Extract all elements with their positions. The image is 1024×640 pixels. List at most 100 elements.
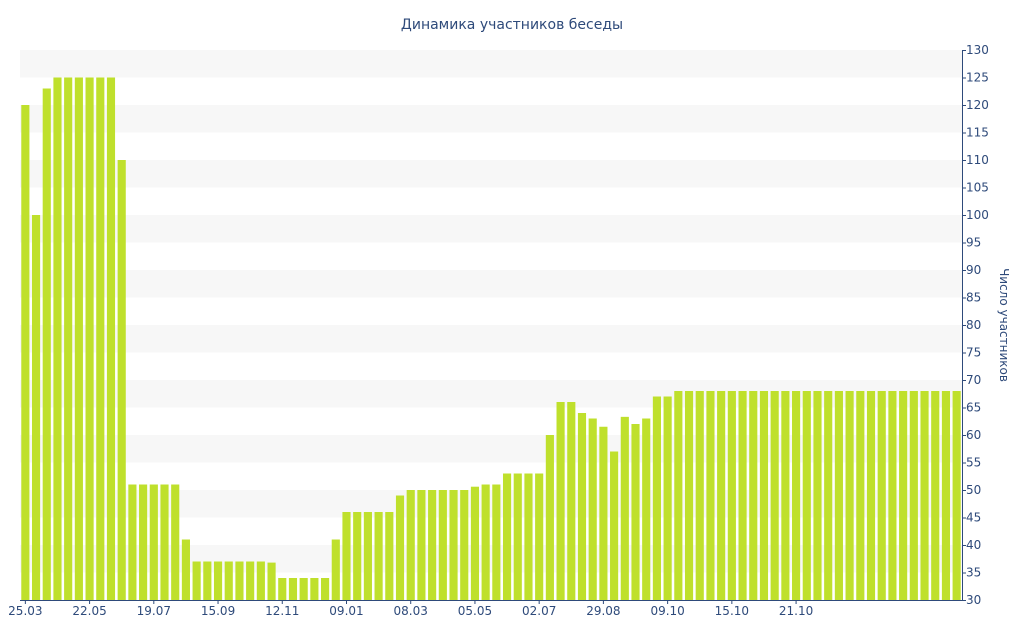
y-tick-label: 75: [966, 346, 981, 360]
bar: [684, 391, 694, 600]
bar: [909, 391, 918, 600]
bar: [256, 561, 265, 600]
bar: [610, 451, 619, 600]
bar: [856, 391, 865, 600]
y-tick-label: 65: [966, 401, 981, 415]
x-tick-label: 05.05: [458, 604, 492, 618]
bar: [428, 490, 437, 600]
y-tick-label: 105: [966, 181, 989, 195]
y-axis-label: Число участников: [997, 268, 1011, 382]
x-tick-label: 29.08: [586, 604, 620, 618]
x-tick-label: 09.01: [329, 604, 363, 618]
y-tick-label: 30: [966, 593, 981, 607]
bar: [342, 512, 351, 600]
y-tick-label: 80: [966, 318, 981, 332]
bar: [21, 105, 30, 600]
bar: [620, 416, 629, 600]
bar: [363, 512, 372, 600]
y-tick-label: 85: [966, 291, 981, 305]
bar: [556, 402, 565, 600]
bar: [899, 391, 908, 600]
bar: [224, 561, 233, 600]
x-tick-label: 15.09: [201, 604, 235, 618]
bar: [96, 77, 105, 600]
bar: [310, 578, 319, 600]
bar: [42, 88, 51, 600]
bar: [792, 391, 801, 600]
x-tick-label: 09.10: [650, 604, 684, 618]
grid-band: [20, 215, 962, 243]
x-tick-label: 15.10: [715, 604, 749, 618]
bar: [588, 418, 597, 600]
grid-band: [20, 160, 962, 188]
x-tick-label: 19.07: [137, 604, 171, 618]
bar: [931, 391, 940, 600]
bar: [353, 512, 362, 600]
bar: [706, 391, 715, 600]
bar: [717, 391, 726, 600]
bar: [203, 561, 212, 600]
y-tick-label: 120: [966, 98, 989, 112]
bar: [470, 486, 480, 600]
bar: [492, 484, 501, 600]
bar: [834, 391, 843, 600]
bar: [460, 490, 469, 600]
y-tick-label: 130: [966, 43, 989, 57]
bar: [502, 473, 512, 600]
y-tick-label: 90: [966, 263, 981, 277]
y-tick-label: 35: [966, 566, 981, 580]
y-tick-label: 40: [966, 538, 981, 552]
bar: [631, 424, 640, 600]
bar: [545, 435, 554, 600]
bar: [385, 512, 394, 600]
bar: [802, 391, 811, 600]
grid-band: [20, 270, 962, 298]
bar: [941, 391, 951, 600]
bar: [845, 391, 854, 600]
bar: [213, 561, 223, 600]
bar: [674, 391, 683, 600]
bar: [813, 391, 822, 600]
x-tick-label: 22.05: [72, 604, 106, 618]
bar: [824, 391, 833, 600]
bar: [417, 490, 426, 600]
y-tick-label: 60: [966, 428, 981, 442]
bar: [331, 539, 340, 600]
bar: [192, 561, 201, 600]
x-tick-label: 12.11: [265, 604, 299, 618]
x-tick-label: 21.10: [779, 604, 813, 618]
grid-band: [20, 50, 962, 78]
bar: [663, 396, 672, 600]
bar: [149, 484, 158, 600]
bar: [106, 77, 116, 600]
bar: [770, 391, 779, 600]
bar: [727, 391, 736, 600]
bar: [374, 512, 383, 600]
x-ticks: 25.03 22.05 19.07 15.09 12.11 09.01 08.03 05.05…: [8, 600, 813, 618]
y-tick-label: 110: [966, 153, 989, 167]
bar: [866, 391, 876, 600]
bar: [321, 578, 330, 600]
bar: [288, 578, 298, 600]
bar: [171, 484, 180, 600]
bar: [128, 484, 137, 600]
bar: [524, 473, 533, 600]
bar: [53, 77, 62, 600]
bar: [888, 391, 897, 600]
x-tick-label: 02.07: [522, 604, 556, 618]
chart-title: Динамика участников беседы: [401, 17, 623, 33]
y-tick-label: 95: [966, 236, 981, 250]
y-tick-label: 100: [966, 208, 989, 222]
bar: [513, 473, 522, 600]
bar: [267, 562, 276, 600]
y-ticks: 30 35 40 45 50 55 60 65 70 75 80 85 90 95 100 105 110 115…: [962, 43, 989, 607]
bar: [406, 490, 415, 600]
bar: [160, 484, 169, 600]
y-tick-label: 115: [966, 126, 989, 140]
bar: [920, 391, 929, 600]
grid-band: [20, 325, 962, 353]
bar: [139, 484, 148, 600]
bar: [395, 495, 405, 600]
bar: [235, 561, 244, 600]
